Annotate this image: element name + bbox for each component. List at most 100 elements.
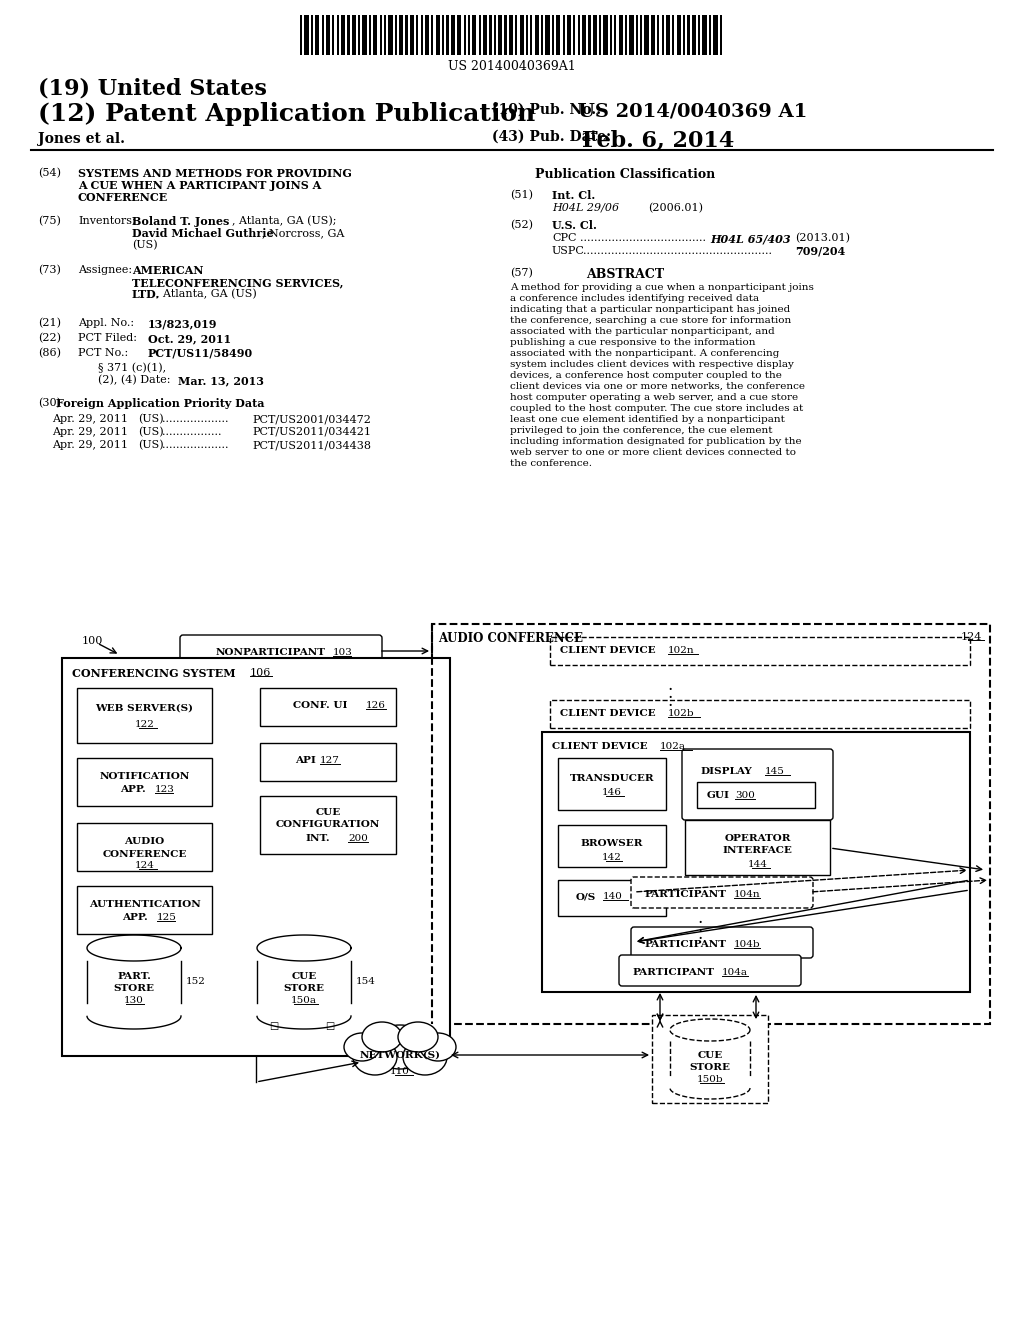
Text: (52): (52): [510, 220, 534, 230]
Text: A method for providing a cue when a nonparticipant joins: A method for providing a cue when a nonp…: [510, 282, 814, 292]
Text: APP.: APP.: [122, 913, 147, 921]
Text: (54): (54): [38, 168, 61, 178]
Bar: [714, 15, 716, 55]
Text: associated with the nonparticipant. A conferencing: associated with the nonparticipant. A co…: [510, 348, 779, 358]
Text: , Atlanta, GA (US);: , Atlanta, GA (US);: [232, 216, 337, 226]
Bar: [362, 15, 365, 55]
Text: 102b: 102b: [668, 709, 694, 718]
Text: web server to one or more client devices connected to: web server to one or more client devices…: [510, 447, 796, 457]
Bar: [603, 15, 605, 55]
Bar: [509, 15, 511, 55]
Bar: [578, 15, 580, 55]
Text: API: API: [295, 756, 315, 766]
Text: PCT/US2001/034472: PCT/US2001/034472: [252, 414, 371, 424]
Text: Int. Cl.: Int. Cl.: [552, 190, 595, 201]
Bar: [599, 15, 601, 55]
Text: associated with the particular nonparticipant, and: associated with the particular nonpartic…: [510, 327, 775, 337]
Text: .: .: [668, 693, 673, 710]
Text: .: .: [697, 917, 702, 935]
Bar: [556, 15, 558, 55]
Ellipse shape: [370, 1026, 430, 1069]
Text: LTD.: LTD.: [132, 289, 160, 300]
Ellipse shape: [403, 1039, 447, 1074]
Bar: [326, 15, 328, 55]
Text: H04L 29/06: H04L 29/06: [552, 203, 620, 213]
Bar: [562, 15, 564, 55]
Bar: [388, 15, 390, 55]
Text: PCT/US2011/034421: PCT/US2011/034421: [252, 426, 371, 437]
Bar: [62, 657, 450, 1056]
Text: US 2014/0040369 A1: US 2014/0040369 A1: [578, 103, 807, 121]
Bar: [453, 15, 455, 55]
Bar: [483, 15, 485, 55]
Text: .: .: [668, 685, 673, 702]
Bar: [77, 688, 212, 743]
Text: 127: 127: [319, 756, 340, 766]
Bar: [685, 820, 830, 875]
Bar: [677, 15, 679, 55]
Bar: [306, 15, 308, 55]
Text: STORE: STORE: [284, 983, 325, 993]
Bar: [337, 15, 339, 55]
Text: PART.: PART.: [117, 972, 151, 981]
Bar: [390, 15, 392, 55]
Bar: [526, 15, 528, 55]
Text: .: .: [668, 677, 673, 694]
Bar: [511, 15, 513, 55]
Text: GUI: GUI: [707, 791, 730, 800]
Bar: [692, 15, 694, 55]
Text: (US): (US): [132, 240, 158, 251]
Text: client devices via one or more networks, the conference: client devices via one or more networks,…: [510, 381, 805, 391]
Text: 146: 146: [602, 788, 622, 797]
Bar: [535, 15, 537, 55]
Bar: [435, 15, 437, 55]
Bar: [584, 15, 587, 55]
Bar: [399, 15, 401, 55]
Text: 122: 122: [134, 719, 155, 729]
Text: AUTHENTICATION: AUTHENTICATION: [89, 900, 201, 909]
Bar: [351, 15, 354, 55]
Bar: [410, 15, 412, 55]
Text: the conference, searching a cue store for information: the conference, searching a cue store fo…: [510, 315, 792, 325]
Bar: [625, 15, 627, 55]
Bar: [698, 15, 700, 55]
Bar: [347, 15, 349, 55]
Text: coupled to the host computer. The cue store includes at: coupled to the host computer. The cue st…: [510, 404, 803, 413]
Text: 709/204: 709/204: [795, 246, 845, 257]
Text: 150a: 150a: [291, 997, 317, 1005]
Bar: [310, 15, 313, 55]
Bar: [653, 15, 655, 55]
Text: Jones et al.: Jones et al.: [38, 132, 125, 147]
Bar: [315, 15, 317, 55]
FancyBboxPatch shape: [682, 748, 833, 820]
Text: (73): (73): [38, 265, 60, 276]
Bar: [630, 15, 632, 55]
Text: 126: 126: [366, 701, 386, 710]
Bar: [567, 15, 569, 55]
Text: INT.: INT.: [306, 834, 331, 843]
Text: NETWORK(S): NETWORK(S): [359, 1051, 440, 1060]
Text: 102n: 102n: [668, 645, 694, 655]
Text: (19) United States: (19) United States: [38, 77, 267, 99]
Bar: [432, 624, 990, 1024]
Text: CLIENT DEVICE: CLIENT DEVICE: [560, 709, 655, 718]
Text: SYSTEMS AND METHODS FOR PROVIDING: SYSTEMS AND METHODS FOR PROVIDING: [78, 168, 352, 180]
Text: , Norcross, GA: , Norcross, GA: [262, 228, 344, 238]
Bar: [489, 15, 492, 55]
Bar: [569, 15, 571, 55]
Text: (43) Pub. Date:: (43) Pub. Date:: [492, 129, 611, 144]
Bar: [369, 15, 371, 55]
Text: Feb. 6, 2014: Feb. 6, 2014: [582, 129, 734, 152]
Text: (57): (57): [510, 268, 532, 279]
Bar: [412, 15, 414, 55]
Text: INTERFACE: INTERFACE: [723, 846, 793, 855]
Text: a conference includes identifying received data: a conference includes identifying receiv…: [510, 294, 759, 304]
Text: 100: 100: [82, 636, 103, 645]
Bar: [640, 15, 642, 55]
Bar: [593, 15, 595, 55]
Text: Foreign Application Priority Data: Foreign Application Priority Data: [55, 399, 264, 409]
Bar: [666, 15, 668, 55]
Text: CUE: CUE: [315, 808, 341, 817]
Text: (10) Pub. No.:: (10) Pub. No.:: [492, 103, 601, 117]
Bar: [260, 743, 396, 781]
